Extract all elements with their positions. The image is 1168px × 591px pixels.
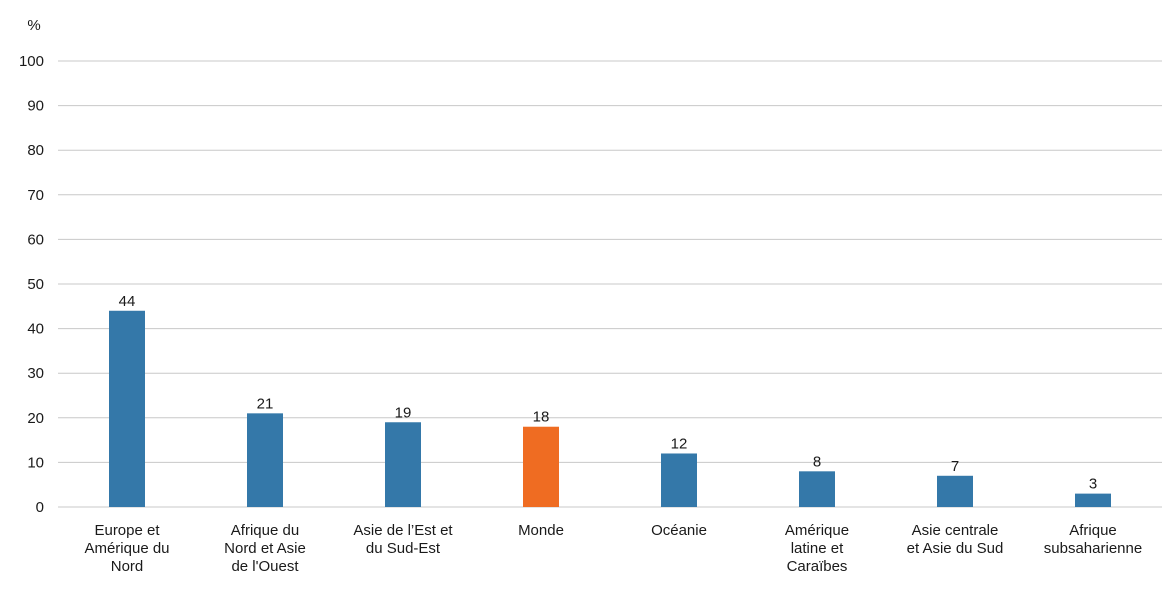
gridlines: [58, 60, 1162, 508]
x-tick-label: Asie centrale et Asie du Sud: [907, 522, 1004, 557]
y-tick-label: 90: [27, 98, 44, 115]
bar: [799, 471, 835, 507]
x-tick-label: Asie de l’Est et du Sud-Est: [353, 522, 453, 557]
bar-value-label: 18: [533, 409, 550, 426]
y-tick-label: 20: [27, 410, 44, 427]
y-tick-label: 70: [27, 187, 44, 204]
bar: [523, 426, 559, 507]
bar-value-label: 8: [813, 453, 821, 470]
bar: [247, 413, 283, 507]
x-tick-label: Océanie: [651, 522, 707, 539]
x-tick-label: Europe et Amérique du Nord: [84, 522, 169, 575]
bar: [109, 310, 145, 507]
x-tick-label: Amérique latine et Caraïbes: [785, 522, 849, 575]
y-tick-label: 80: [27, 142, 44, 159]
bar-value-label: 7: [951, 458, 959, 475]
y-axis-label: %: [27, 17, 40, 34]
bar: [937, 475, 973, 507]
y-tick-label: 30: [27, 365, 44, 382]
x-tick-label: Afrique subsaharienne: [1044, 522, 1142, 557]
y-tick-label: 60: [27, 231, 44, 248]
y-tick-label: 100: [19, 53, 44, 70]
bar-value-label: 44: [119, 293, 136, 310]
bar: [661, 453, 697, 507]
bar-value-label: 12: [671, 435, 688, 452]
bar-value-label: 3: [1089, 476, 1097, 493]
x-tick-label: Monde: [518, 522, 564, 539]
bar: [1075, 493, 1111, 507]
bars: [109, 310, 1111, 507]
bar-value-label: 21: [257, 395, 274, 412]
x-tick-labels: Europe et Amérique du Nord Afrique du Nord e…: [84, 522, 1142, 575]
y-tick-label: 10: [27, 454, 44, 471]
x-tick-label: Afrique du Nord et Asie de l'Ouest: [224, 522, 306, 575]
bar: [385, 422, 421, 507]
data-labels: 44 21 19 18 12 8 7 3: [119, 293, 1098, 493]
y-tick-label: 50: [27, 276, 44, 293]
y-tick-labels: 0 10 20 30 40 50 60 70 80 90 100: [19, 53, 44, 516]
y-tick-label: 40: [27, 321, 44, 338]
y-tick-label: 0: [36, 499, 44, 516]
bar-value-label: 19: [395, 404, 412, 421]
